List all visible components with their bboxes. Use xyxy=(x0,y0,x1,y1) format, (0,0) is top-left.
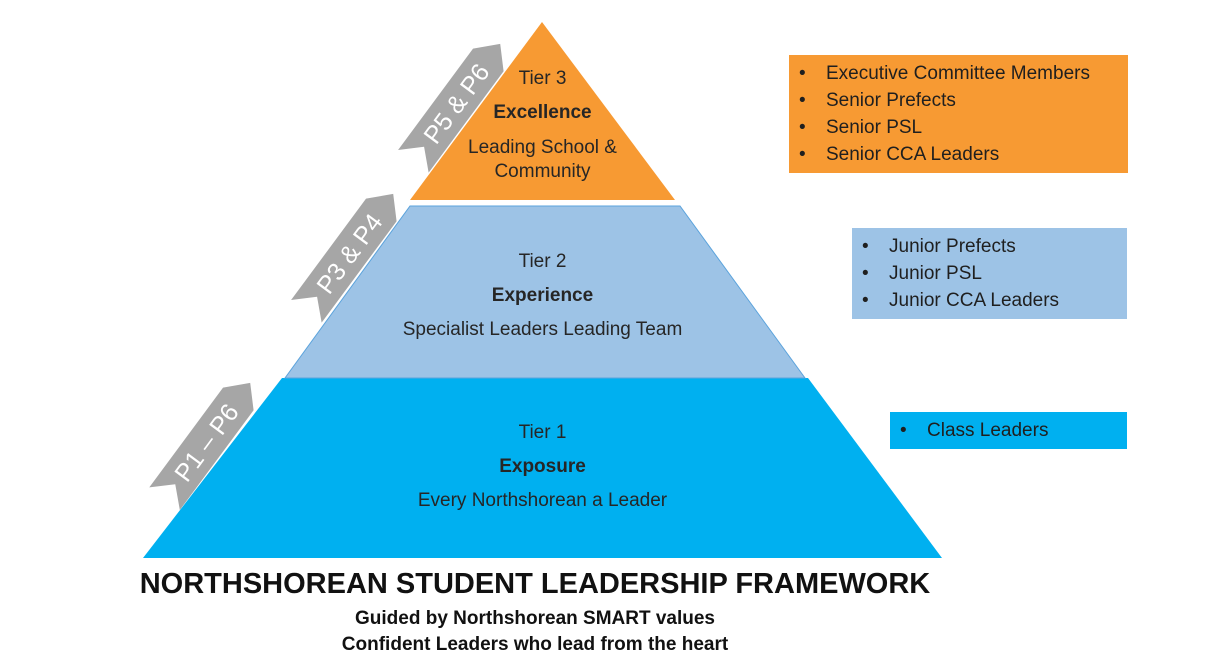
tier3-label: Tier 3 xyxy=(518,68,567,89)
tier3-name: Excellence xyxy=(493,102,592,123)
tier1-label: Tier 1 xyxy=(518,422,567,443)
tier1-shape xyxy=(143,378,942,558)
tier2-desc: Specialist Leaders Leading Team xyxy=(402,319,683,340)
framework-subtitle-2: Confident Leaders who lead from the hear… xyxy=(341,634,729,655)
role-item: Senior Prefects xyxy=(789,87,1128,114)
tier2-text: Tier 2 Experience Specialist Leaders Lea… xyxy=(380,250,705,342)
tier1-text: Tier 1 Exposure Every Northshorean a Lea… xyxy=(380,421,705,513)
tier3-roles-box: Executive Committee Members Senior Prefe… xyxy=(789,55,1128,173)
role-item: Junior PSL xyxy=(852,260,1127,287)
framework-subtitle-1: Guided by Northshorean SMART values xyxy=(355,608,715,629)
role-item: Junior CCA Leaders xyxy=(852,287,1127,314)
tier3-desc-line2: Community xyxy=(494,161,591,182)
role-item: Senior CCA Leaders xyxy=(789,141,1128,168)
tier2-shape xyxy=(284,205,806,379)
tier1-desc: Every Northshorean a Leader xyxy=(417,490,668,511)
tier2-name: Experience xyxy=(491,285,594,306)
role-item: Junior Prefects xyxy=(852,233,1127,260)
role-item: Senior PSL xyxy=(789,114,1128,141)
framework-title: NORTHSHOREAN STUDENT LEADERSHIP FRAMEWOR… xyxy=(139,568,931,600)
tier1-name: Exposure xyxy=(499,456,586,477)
tier2-label: Tier 2 xyxy=(518,251,567,272)
tier3-text: Tier 3 Excellence Leading School & Commu… xyxy=(440,67,645,184)
role-item: Class Leaders xyxy=(890,417,1127,444)
tier3-shape xyxy=(410,22,675,200)
tier1-roles-box: Class Leaders xyxy=(890,412,1127,449)
tier2-roles-box: Junior Prefects Junior PSL Junior CCA Le… xyxy=(852,228,1127,319)
tier3-desc-line1: Leading School & xyxy=(468,137,617,158)
role-item: Executive Committee Members xyxy=(789,60,1128,87)
